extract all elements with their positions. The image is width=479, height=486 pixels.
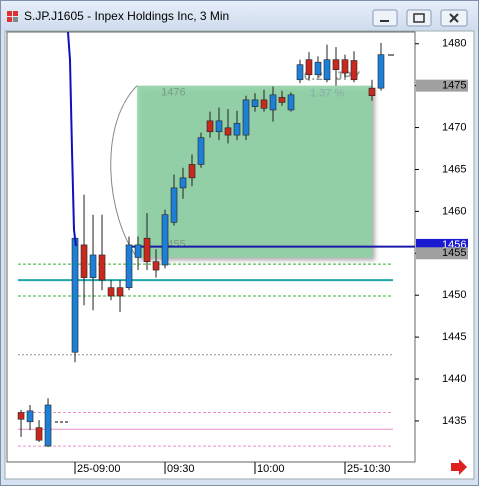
candle-body [332,59,340,71]
candle-body [224,127,232,136]
candle-body [44,404,52,447]
measure-arc [110,85,138,258]
y-tick-label: 1480 [442,38,466,50]
candle-body [107,287,115,297]
price-marker-label: 1475 [442,80,466,92]
candle-body [35,427,43,441]
price-marker-label: 1455 [442,247,466,259]
candle-body [125,244,133,288]
candle-body [161,214,169,266]
candle-body [278,97,286,103]
measure-box [137,85,372,258]
candle-body [116,287,124,297]
candle-body [287,94,295,111]
y-tick-label: 1465 [442,163,466,175]
candle-body [269,94,277,111]
candle-body [260,99,268,109]
candle-body [296,64,304,81]
candle-body [251,99,259,107]
candle-body [71,237,79,353]
candle-body [17,412,25,420]
indicator-line [67,31,77,247]
y-tick-label: 1470 [442,121,466,133]
close-button[interactable] [440,9,468,27]
app-icon [7,11,18,22]
candle-body [80,244,88,278]
x-tick-label: 09:30 [167,463,195,475]
candle-body [242,99,250,136]
candle-body [377,54,385,89]
candle-body [98,254,106,281]
measure-percent: 1.37 % [310,88,344,100]
candle-body [206,120,214,133]
candle-body [152,261,160,271]
maximize-button[interactable] [406,9,432,27]
candle-body [215,120,223,133]
measure-top-label: 1476 [161,87,185,99]
title-bar [1,1,478,30]
y-tick-label: 1450 [442,289,466,301]
y-tick-label: 1435 [442,415,466,427]
candle-body [305,59,313,76]
candle-body [314,61,322,76]
price-marker [416,79,468,92]
candle-body [341,59,349,74]
candle-body [197,137,205,165]
candle-body [170,187,178,223]
candle-body [89,254,97,278]
y-tick-label: 1445 [442,331,466,343]
y-tick-label: 1440 [442,373,466,385]
chart-title: S.JP.J1605 - Inpex Holdings Inc, 3 Min [24,9,229,23]
x-tick-label: 25-10:30 [347,463,390,475]
candle-body [134,244,142,258]
minimize-button[interactable] [372,9,398,27]
scroll-arrow[interactable] [451,459,467,475]
candle-body [179,177,187,189]
x-tick-label: 10:00 [257,463,285,475]
x-tick-label: 25-09:00 [77,463,120,475]
candle-body [323,59,331,81]
candle-body [350,60,358,81]
candle-body [233,123,241,136]
candle-body [188,164,196,179]
candle-body [143,237,151,262]
candle-body [26,410,34,423]
y-tick-label: 1460 [442,205,466,217]
candle-body [368,87,376,97]
price-marker [416,247,468,260]
